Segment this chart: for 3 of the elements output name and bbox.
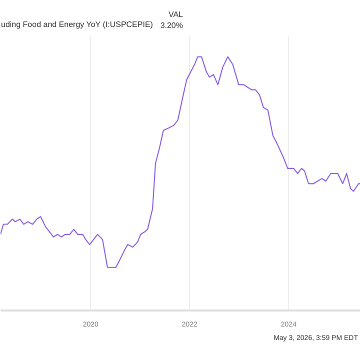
text: 3.20%: [160, 20, 183, 32]
chart-title: uding Food and Energy YoY (I:USPCEPIE): [1, 19, 153, 30]
text: VAL: [168, 9, 183, 20]
